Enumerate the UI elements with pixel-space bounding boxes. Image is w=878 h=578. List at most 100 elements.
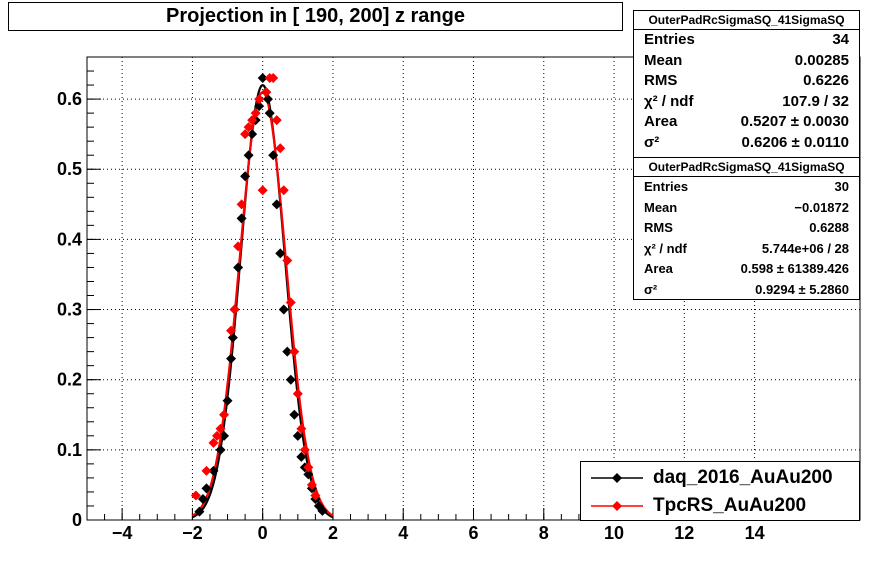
data-point-daq [268, 150, 279, 161]
data-point-tpcrs [278, 185, 289, 196]
data-point-tpcrs [292, 388, 303, 399]
y-tick-label: 0.6 [57, 89, 82, 109]
data-point-tpcrs [268, 73, 279, 84]
y-tick-label: 0 [72, 510, 82, 530]
stats-label: σ² [644, 133, 660, 151]
stats-value: 107.9 / 32 [782, 92, 849, 110]
axes: −4 −2 0 2 4 6 8 10 12 14 0 0.1 0.2 0.3 0.4 0.5 0.6 [57, 70, 861, 543]
y-tick-label: 0.5 [57, 159, 82, 179]
data-point-daq [222, 395, 233, 406]
stats-value: 0.6206 ± 0.0110 [741, 133, 850, 151]
x-tick-label: 8 [539, 523, 549, 543]
stats-label: Mean [644, 199, 678, 215]
data-point-tpcrs [282, 255, 293, 266]
stats-box-tpcrs: OuterPadRcSigmaSQ_41SigmaSQ Entries 30 Mea… [633, 157, 860, 300]
x-tick-label: 12 [674, 523, 694, 543]
stats-label: χ² / ndf [644, 240, 687, 256]
data-point-tpcrs [303, 462, 314, 473]
stats-value: 34 [832, 31, 849, 48]
data-point-tpcrs [219, 409, 230, 420]
data-point-daq [219, 430, 230, 441]
stats-label: σ² [644, 281, 658, 297]
stats-row: Entries 34 [634, 30, 859, 51]
data-point-tpcrs [250, 108, 261, 119]
data-point-daq [317, 505, 328, 516]
data-points [190, 73, 328, 517]
stats-row: Area 0.5207 ± 0.0030 [634, 112, 859, 133]
data-point-daq [303, 469, 314, 480]
data-point-daq [254, 101, 265, 112]
stats-row: χ² / ndf 107.9 / 32 [634, 92, 859, 113]
stats-label: RMS [644, 72, 678, 89]
data-point-daq [262, 94, 273, 105]
data-point-tpcrs [261, 87, 272, 98]
stats-row: Area 0.598 ± 61389.426 [634, 259, 859, 280]
stats-value: 0.00285 [794, 51, 849, 69]
data-point-tpcrs [271, 115, 282, 126]
stats-label: χ² / ndf [644, 92, 694, 110]
fit-curve-tpcrs [191, 90, 334, 517]
data-point-daq [197, 493, 208, 504]
data-point-daq [271, 199, 282, 210]
stats-row: Mean −0.01872 [634, 198, 859, 219]
stats-row: Entries 30 [634, 177, 859, 198]
stats-row: σ² 0.9294 ± 5.2860 [634, 280, 859, 301]
stats-value: 0.6288 [809, 220, 849, 235]
data-point-tpcrs [289, 346, 300, 357]
stats-label: Area [644, 261, 673, 276]
stats-value: 0.598 ± 61389.426 [740, 261, 849, 276]
stats-value: 0.9294 ± 5.2860 [755, 281, 849, 297]
stats-box-daq: OuterPadRcSigmaSQ_41SigmaSQ Entries 34 Mea… [633, 10, 860, 158]
stats-row: χ² / ndf 5.744e+06 / 28 [634, 239, 859, 260]
stats-label: Mean [644, 51, 683, 69]
data-point-daq [247, 129, 258, 140]
stats-label: Entries [644, 179, 689, 194]
stats-row: RMS 0.6226 [634, 71, 859, 92]
stats-label: Area [644, 113, 678, 130]
legend-marker-daq [591, 473, 643, 483]
data-point-tpcrs [229, 304, 240, 315]
data-point-daq [194, 506, 205, 517]
x-tick-label: −4 [112, 523, 133, 543]
y-tick-label: 0.2 [57, 370, 82, 390]
stats-value: 5.744e+06 / 28 [761, 240, 849, 256]
stats-value: 0.6226 [803, 72, 849, 89]
data-point-tpcrs [215, 423, 226, 434]
data-point-tpcrs [233, 241, 244, 252]
data-point-daq [292, 430, 303, 441]
data-point-daq [285, 374, 296, 385]
data-point-daq [236, 213, 247, 224]
legend-label-daq: daq_2016_AuAu200 [653, 467, 833, 488]
legend-entry-tpcrs: TpcRS_AuAu200 [581, 492, 859, 520]
data-point-tpcrs [240, 129, 251, 140]
data-point-tpcrs [212, 430, 223, 441]
legend-label-tpcrs: TpcRS_AuAu200 [653, 495, 807, 516]
data-point-tpcrs [243, 122, 254, 133]
x-tick-label: −2 [182, 523, 203, 543]
x-tick-label: 10 [604, 523, 624, 543]
x-tick-label: 0 [258, 523, 268, 543]
y-tick-label: 0.3 [57, 300, 82, 320]
data-point-tpcrs [226, 325, 237, 336]
x-tick-label: 14 [745, 523, 765, 543]
data-point-daq [243, 150, 254, 161]
data-point-daq [201, 483, 212, 494]
stats-value: −0.01872 [794, 199, 849, 215]
data-point-tpcrs [201, 465, 212, 476]
x-tick-label: 4 [398, 523, 408, 543]
legend-marker-tpcrs [591, 501, 643, 511]
data-point-daq [240, 171, 251, 182]
stats-value: 30 [834, 179, 849, 194]
stats-row: Mean 0.00285 [634, 51, 859, 72]
legend-entry-daq: daq_2016_AuAu200 [581, 464, 859, 492]
data-point-daq [296, 451, 307, 462]
data-point-daq [257, 73, 268, 84]
data-point-daq [275, 248, 286, 259]
stats-box-title: OuterPadRcSigmaSQ_41SigmaSQ [634, 11, 859, 30]
chart-title: Projection in [ 190, 200] z range [8, 2, 623, 31]
data-point-daq [278, 304, 289, 315]
data-point-tpcrs [257, 185, 268, 196]
data-point-daq [227, 332, 238, 343]
data-point-tpcrs [275, 143, 286, 154]
y-tick-label: 0.1 [57, 440, 82, 460]
